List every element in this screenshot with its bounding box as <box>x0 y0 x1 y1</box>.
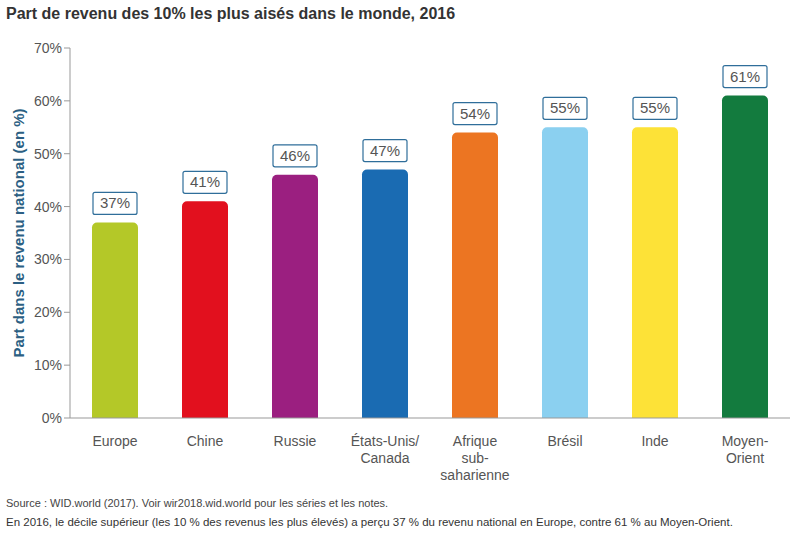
svg-text:0%: 0% <box>42 410 62 426</box>
svg-text:55%: 55% <box>550 99 580 116</box>
svg-text:61%: 61% <box>730 68 760 85</box>
svg-text:États-Unis/Canada: États-Unis/Canada <box>351 433 420 466</box>
svg-text:37%: 37% <box>100 194 130 211</box>
svg-text:47%: 47% <box>370 142 400 159</box>
svg-text:Chine: Chine <box>187 433 224 449</box>
svg-text:Brésil: Brésil <box>547 433 582 449</box>
svg-text:10%: 10% <box>34 357 62 373</box>
svg-text:50%: 50% <box>34 146 62 162</box>
svg-text:Moyen-Orient: Moyen-Orient <box>722 433 769 466</box>
svg-text:Russie: Russie <box>274 433 317 449</box>
svg-text:20%: 20% <box>34 304 62 320</box>
html-text:En 2016, le décile supérieur (: En 2016, le décile supérieur (les 10 % d… <box>6 516 733 528</box>
svg-text:46%: 46% <box>280 147 310 164</box>
svg-text:Inde: Inde <box>641 433 668 449</box>
html-text:Part dans le revenu national (: Part dans le revenu national (en %) <box>9 108 27 358</box>
svg-text:Afriquesub-saharienne: Afriquesub-saharienne <box>440 433 509 483</box>
svg-text:30%: 30% <box>34 251 62 267</box>
html-text:Part de revenu des 10% les plu: Part de revenu des 10% les plus aisés da… <box>6 5 456 22</box>
svg-text:55%: 55% <box>640 99 670 116</box>
svg-text:Europe: Europe <box>92 433 137 449</box>
svg-text:54%: 54% <box>460 105 490 122</box>
svg-text:70%: 70% <box>34 40 62 56</box>
html-text:Source : WID.world (2017). Voi: Source : WID.world (2017). Voir wir2018.… <box>6 497 389 509</box>
svg-text:60%: 60% <box>34 93 62 109</box>
svg-text:40%: 40% <box>34 199 62 215</box>
svg-text:41%: 41% <box>190 173 220 190</box>
